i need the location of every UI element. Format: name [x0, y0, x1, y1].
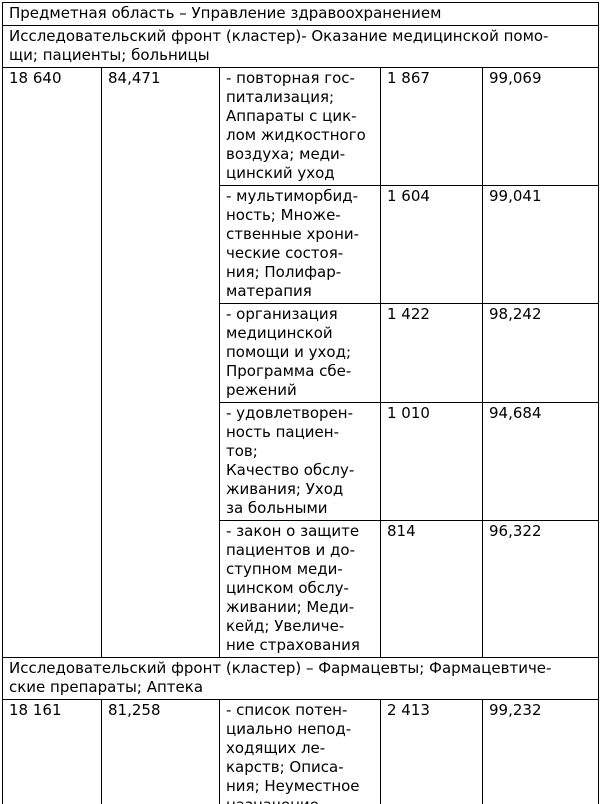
topic-terms-cell: - мультиморбид- ность; Множе- ственные х…: [219, 185, 381, 304]
topic-count-cell: 814: [380, 520, 483, 658]
table-row: Исследовательский фронт (кластер) – Фарм…: [1, 657, 600, 700]
table-row: - организация медицинской помощи и уход;…: [3, 303, 600, 403]
table-row: - закон о защите пациентов и до- ступном…: [3, 520, 600, 658]
topic-value-cell: 94,684: [481, 402, 600, 521]
table-row: - мультиморбид- ность; Множе- ственные х…: [3, 185, 600, 304]
table-row: Исследовательский фронт (кластер)- Оказа…: [1, 25, 600, 68]
front-total-value-cell: 84,471: [101, 67, 220, 658]
topic-value-cell: 98,242: [481, 303, 600, 403]
topic-value-cell: 99,069: [481, 67, 600, 186]
topic-count-cell: 1 422: [380, 303, 483, 403]
topic-value-cell: 99,041: [481, 185, 600, 304]
topic-count-cell: 1 604: [380, 185, 483, 304]
topic-terms-cell: - закон о защите пациентов и до- ступном…: [219, 520, 381, 658]
table-row: - удовлетворен- ность пациен- тов; Качес…: [3, 402, 600, 521]
topic-count-cell: 2 413: [380, 699, 483, 804]
topic-terms-cell: - удовлетворен- ность пациен- тов; Качес…: [219, 402, 381, 521]
topic-count-cell: 1 867: [380, 67, 483, 186]
table-row: 18 640 84,471 - повторная гос- питализац…: [2, 67, 600, 658]
front-total-count-cell: 18 640: [2, 67, 102, 658]
front-total-value-cell: 81,258: [101, 699, 220, 804]
front-header-cell: Исследовательский фронт (кластер) – Фарм…: [1, 657, 600, 700]
topic-value-cell: 99,232: [481, 699, 600, 804]
topic-terms-cell: - повторная гос- питализация; Аппараты с…: [219, 67, 381, 186]
topic-count-cell: 1 010: [380, 402, 483, 521]
table-row: Предметная область – Управление здравоох…: [1, 2, 600, 26]
topic-value-cell: 96,322: [481, 520, 600, 658]
domain-header-cell: Предметная область – Управление здравоох…: [1, 2, 600, 26]
topic-terms-cell: - организация медицинской помощи и уход;…: [219, 303, 381, 403]
topic-terms-cell: - список потен- циально непод- ходящих л…: [219, 699, 381, 804]
table-row: 18 161 81,258 - список потен- циально не…: [2, 699, 600, 804]
front-total-count-cell: 18 161: [2, 699, 102, 804]
front-header-cell: Исследовательский фронт (кластер)- Оказа…: [1, 25, 600, 68]
